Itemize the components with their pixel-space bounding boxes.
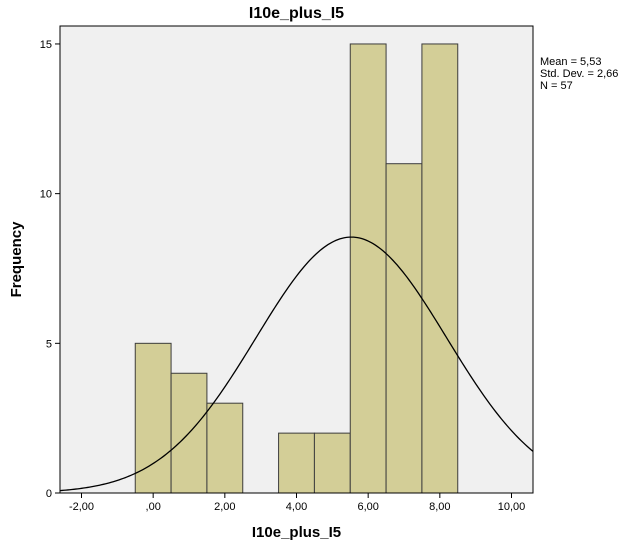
x-tick-label: 8,00 [429, 501, 450, 513]
tick-labels-layer: -2,00 ,00 2,00 4,00 6,00 8,00 10,00 0 5 10 15 [40, 39, 526, 513]
x-tick-label: 2,00 [214, 501, 235, 513]
chart-title: I10e_plus_I5 [249, 5, 344, 22]
stat-mean: Mean = 5,53 [540, 56, 601, 68]
stat-n: N = 57 [540, 80, 573, 92]
y-tick-label: 10 [40, 189, 52, 201]
y-tick-label: 15 [40, 39, 52, 51]
histogram-bar [134, 342, 172, 494]
y-tick-label: 0 [46, 488, 52, 500]
histogram-bar [421, 43, 459, 494]
stats-box: Mean = 5,53 Std. Dev. = 2,66 N = 57 [540, 56, 618, 92]
stat-std-dev: Std. Dev. = 2,66 [540, 68, 618, 80]
histogram-bar [313, 432, 351, 494]
histogram-bar [206, 402, 244, 494]
x-axis-label: I10e_plus_I5 [252, 524, 341, 541]
normal-curve [59, 236, 534, 492]
plot-background [59, 25, 534, 494]
x-tick-label: ,00 [146, 501, 161, 513]
x-tick-label: 10,00 [498, 501, 526, 513]
x-tick-label: -2,00 [69, 501, 94, 513]
x-tick-label: 6,00 [357, 501, 378, 513]
histogram-bar [278, 432, 315, 494]
y-tick-label: 5 [46, 338, 52, 350]
y-axis-label: Frequency [8, 221, 25, 298]
histogram-bar [385, 163, 423, 494]
bars-layer [134, 43, 459, 494]
histogram-bar [349, 43, 387, 494]
x-tick-label: 4,00 [286, 501, 307, 513]
